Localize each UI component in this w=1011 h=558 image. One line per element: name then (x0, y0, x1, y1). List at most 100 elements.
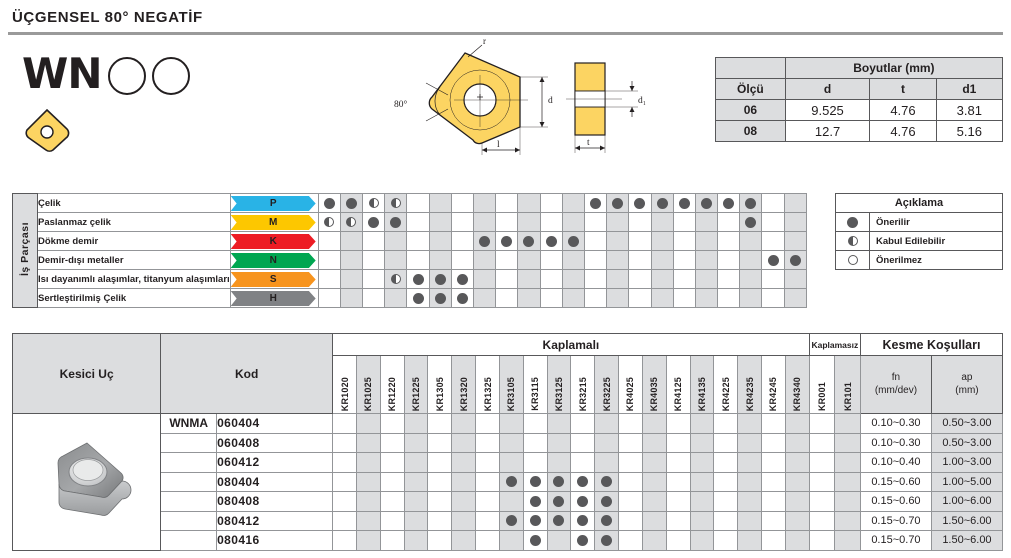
grade-column-header-kr101: KR101 (834, 355, 861, 414)
grade-availability-cell (570, 530, 596, 551)
material-grade-cell (672, 212, 696, 232)
dimension-value-t: 4.76 (869, 120, 937, 142)
depth-of-cut-value: 1.50~6.00 (930, 530, 1004, 551)
material-grade-cell (539, 231, 563, 251)
grade-availability-cell (570, 510, 596, 531)
material-grade-cell (406, 212, 430, 232)
grade-column-header-kr3115: KR3115 (522, 355, 548, 414)
trigon-insert-shape-icon (20, 107, 74, 160)
material-grade-cell (339, 269, 364, 289)
grade-column-header-kr4035: KR4035 (641, 355, 667, 414)
grade-availability-cell (761, 510, 786, 531)
material-grade-cell (739, 269, 763, 289)
grade-code-text: KR1220 (387, 376, 398, 411)
grade-availability-cell (475, 432, 500, 453)
dot-acceptable (324, 217, 335, 228)
grade-availability-cell (475, 491, 500, 512)
insert-code[interactable]: 080408 (216, 491, 334, 512)
insert-code[interactable]: 080412 (216, 510, 334, 531)
material-grade-cell (761, 288, 785, 308)
dot-recommended (368, 216, 380, 228)
material-grade-cell (606, 288, 630, 308)
material-grade-cell (450, 250, 475, 270)
material-grade-cell (650, 231, 674, 251)
material-grade-cell (717, 288, 741, 308)
material-grade-cell (739, 288, 763, 308)
material-grade-cell (317, 269, 341, 289)
material-grade-cell (339, 250, 364, 270)
grade-availability-cell (641, 491, 667, 512)
dot-recommended (545, 235, 557, 247)
grade-availability-cell (427, 452, 453, 473)
dot-recommended (553, 495, 565, 507)
grade-availability-cell (665, 413, 691, 434)
material-grade-cell (384, 269, 408, 289)
insert-series (160, 452, 218, 473)
insert-code[interactable]: 080404 (216, 471, 334, 492)
grade-availability-cell (570, 491, 596, 512)
grade-code-text: KR1305 (434, 376, 445, 411)
grade-availability-cell (594, 530, 620, 551)
grade-availability-cell (618, 432, 643, 453)
header-uncoated: Kaplamasız (808, 333, 862, 356)
insert-code[interactable]: 060412 (216, 452, 334, 473)
grade-availability-cell (784, 510, 810, 531)
legend-table: Açıklama Önerilir Kabul Edilebilir Öneri… (835, 193, 1003, 270)
grade-availability-cell (618, 471, 643, 492)
product-group-header-row: Kesici Uç Kod Kaplamalı Kaplamasız Kesme Koş… (11, 333, 1003, 414)
grade-availability-cell (451, 413, 477, 434)
grade-availability-cell (618, 530, 643, 551)
insert-code[interactable]: 060404 (216, 413, 334, 434)
material-grade-cell (517, 288, 541, 308)
dot-recommended (577, 515, 589, 527)
material-row: İş Parçası Çelik P (12, 193, 807, 308)
material-grade-cell (628, 231, 652, 251)
material-grade-cell (739, 212, 763, 232)
material-name: Demir-dışı metaller (37, 250, 231, 270)
insert-series (160, 510, 218, 531)
grade-availability-cell (594, 471, 620, 492)
grade-column-header-kr3225: KR3225 (594, 355, 620, 414)
grade-availability-cell (808, 452, 836, 473)
grade-code-text: KR1225 (411, 376, 422, 411)
material-grade-cell (628, 250, 652, 270)
header-ap: ap (mm) (930, 355, 1004, 414)
grade-availability-cell (665, 491, 691, 512)
dot-acceptable (390, 274, 401, 285)
page-title: ÜÇGENSEL 80° NEGATİF (12, 9, 203, 26)
grade-availability-cell (761, 530, 786, 551)
material-grade-cell (561, 212, 585, 232)
grade-availability-cell (355, 432, 381, 453)
material-name: Çelik (37, 193, 231, 213)
grade-availability-cell (761, 432, 786, 453)
material-grade-cell (694, 288, 719, 308)
material-grade-cell (672, 269, 696, 289)
material-grade-cell (384, 193, 408, 213)
grade-availability-cell (403, 530, 429, 551)
dot-recommended (523, 235, 535, 247)
grade-availability-cell (403, 452, 429, 473)
grade-availability-cell (403, 471, 429, 492)
dimension-col-olcu: Ölçü (715, 78, 786, 100)
table-row: 08 12.7 4.76 5.16 (715, 120, 1004, 142)
dot-recommended (577, 476, 589, 488)
material-grade-cell (428, 212, 452, 232)
grade-availability-cell (355, 452, 381, 473)
grade-availability-cell (355, 510, 381, 531)
dimension-size: 08 (715, 120, 786, 142)
material-grade-cell (472, 269, 497, 289)
grade-availability-cell (737, 452, 763, 473)
grade-code-text: KR4135 (696, 376, 707, 411)
grade-code-text: KR1020 (339, 376, 350, 411)
insert-code[interactable]: 060408 (216, 432, 334, 453)
material-grade-cell (650, 288, 674, 308)
dot-recommended (323, 197, 335, 209)
material-grade-cell (428, 288, 452, 308)
material-grade-cell (606, 250, 630, 270)
material-grade-cell (317, 231, 341, 251)
header-fn-label: fn (891, 372, 901, 383)
dimension-column-header-row: Ölçü d t d1 (715, 78, 1004, 100)
insert-code[interactable]: 080416 (216, 530, 334, 551)
grade-availability-cell (570, 471, 596, 492)
grade-column-header-kr4340: KR4340 (784, 355, 810, 414)
